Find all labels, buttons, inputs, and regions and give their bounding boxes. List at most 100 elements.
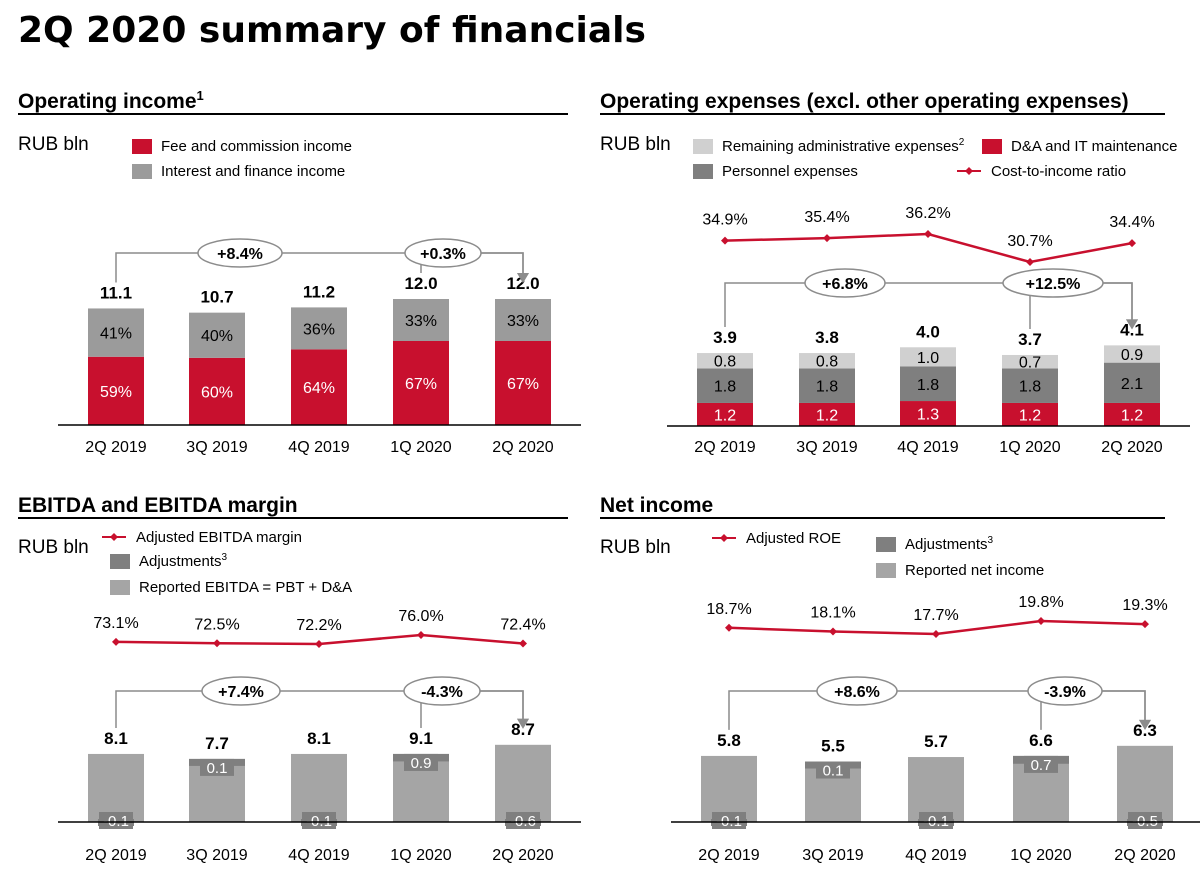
net-income-line-point bbox=[829, 627, 837, 636]
net-income-legend-label: Adjustments3 bbox=[905, 535, 994, 553]
operating-expenses-growth-arrow bbox=[1126, 319, 1138, 330]
ebitda-growth-arrow bbox=[517, 718, 529, 729]
net-income-chart: Net income RUB bln Adjustments3 Reported ne… bbox=[600, 494, 1200, 864]
net-income-adj-label: 0.7 bbox=[1031, 757, 1052, 774]
net-income-line-point bbox=[1037, 617, 1045, 625]
net-income-adj-label-bg bbox=[816, 761, 850, 779]
ebitda-line-label: 72.2% bbox=[296, 617, 341, 634]
net-income-title: Net income bbox=[600, 494, 713, 517]
operating-expenses-bar-segment bbox=[1002, 368, 1058, 403]
operating-income-bar-segment bbox=[393, 299, 449, 341]
ebitda-unit: RUB bln bbox=[18, 537, 89, 558]
net-income-growth-badge bbox=[1027, 676, 1103, 706]
net-income-line-point bbox=[1141, 620, 1149, 629]
net-income-adj-label-bg bbox=[919, 812, 953, 829]
net-income-adj-label: 0.1 bbox=[823, 763, 844, 780]
net-income-line-label: 18.1% bbox=[810, 605, 855, 622]
operating-expenses-line-point bbox=[1026, 258, 1034, 266]
operating-expenses-total-label: 4.0 bbox=[916, 322, 940, 341]
operating-expenses-bar-segment bbox=[1104, 402, 1160, 426]
ebitda-bar-reported bbox=[88, 753, 144, 822]
operating-expenses-legend-label: Remaining administrative expenses2 bbox=[722, 137, 965, 155]
ebitda-growth-badge bbox=[403, 676, 481, 706]
net-income-bar-reported bbox=[908, 757, 964, 822]
ebitda-adj-label: 0.1 bbox=[207, 760, 228, 777]
net-income-bar-reported bbox=[701, 755, 757, 822]
operating-income-bar-label: 59% bbox=[100, 384, 132, 401]
operating-expenses-growth-badge bbox=[1002, 268, 1104, 298]
ebitda-line-legend-label: Adjusted EBITDA margin bbox=[136, 529, 302, 546]
ebitda-total-label: 8.1 bbox=[307, 729, 331, 748]
operating-expenses-total-label: 3.7 bbox=[1018, 330, 1042, 349]
operating-income-bar-label: 36% bbox=[303, 321, 335, 338]
operating-expenses-legend-label: D&A and IT maintenance bbox=[1011, 138, 1178, 155]
operating-income-category-label: 3Q 2019 bbox=[186, 439, 247, 456]
net-income-category-label: 3Q 2019 bbox=[802, 847, 863, 864]
operating-income-total-label: 11.1 bbox=[100, 283, 132, 302]
operating-expenses-category-label: 4Q 2019 bbox=[897, 439, 958, 456]
operating-expenses-line-point bbox=[823, 234, 831, 243]
net-income-total-label: 5.8 bbox=[717, 731, 741, 750]
operating-expenses-line-label: 34.4% bbox=[1109, 214, 1154, 231]
operating-expenses-bar-segment bbox=[697, 353, 753, 369]
operating-expenses-bar-label: 1.8 bbox=[816, 379, 838, 396]
operating-expenses-bar-label: 0.8 bbox=[816, 354, 838, 371]
net-income-line-legend-marker bbox=[720, 534, 728, 542]
operating-income-bar-label: 33% bbox=[405, 313, 437, 330]
ebitda-growth-label: -4.3% bbox=[421, 684, 463, 701]
net-income-unit: RUB bln bbox=[600, 537, 671, 558]
operating-expenses-bar-label: 0.8 bbox=[714, 354, 736, 371]
operating-expenses-line-point bbox=[721, 236, 729, 245]
operating-expenses-line-label: 35.4% bbox=[804, 209, 849, 226]
net-income-line-label: 19.3% bbox=[1122, 597, 1167, 614]
ebitda-growth-badge bbox=[201, 676, 281, 706]
net-income-line-point bbox=[932, 630, 940, 638]
net-income-adj-label-bg bbox=[1128, 812, 1162, 829]
operating-income-category-label: 1Q 2020 bbox=[390, 439, 451, 456]
operating-expenses-total-label: 4.1 bbox=[1120, 320, 1144, 339]
operating-income-total-label: 11.2 bbox=[303, 282, 335, 301]
operating-income-growth-arrow bbox=[517, 273, 529, 283]
net-income-total-label: 5.5 bbox=[821, 737, 845, 756]
operating-income-category-label: 2Q 2019 bbox=[85, 439, 146, 456]
operating-expenses-title: Operating expenses (excl. other operatin… bbox=[600, 90, 1129, 113]
ebitda-category-label: 4Q 2019 bbox=[288, 847, 349, 864]
net-income-adj-label-bg bbox=[1024, 755, 1058, 773]
operating-expenses-line-series bbox=[724, 232, 1133, 264]
operating-expenses-bar-segment bbox=[697, 402, 753, 426]
operating-expenses-category-label: 2Q 2019 bbox=[694, 439, 755, 456]
ebitda-line-point bbox=[112, 637, 120, 646]
operating-expenses-bar-segment bbox=[799, 368, 855, 403]
ebitda-legend-label: Adjustments3 bbox=[139, 552, 228, 570]
operating-income-bar-segment bbox=[88, 356, 144, 425]
operating-expenses-bar-label: 1.8 bbox=[917, 377, 939, 394]
ebitda-legend-swatch bbox=[110, 554, 130, 569]
ebitda-line-label: 76.0% bbox=[398, 608, 443, 625]
operating-income-category-label: 4Q 2019 bbox=[288, 439, 349, 456]
operating-expenses-bar-segment bbox=[1104, 345, 1160, 363]
operating-expenses-category-label: 1Q 2020 bbox=[999, 439, 1060, 456]
ebitda-total-label: 8.1 bbox=[104, 729, 128, 748]
operating-income-bar-label: 33% bbox=[507, 313, 539, 330]
operating-expenses-bar-segment bbox=[1002, 402, 1058, 426]
ebitda-legend-label: Reported EBITDA = PBT + D&A bbox=[139, 579, 352, 596]
operating-expenses-bar-segment bbox=[697, 368, 753, 403]
operating-expenses-category-label: 2Q 2020 bbox=[1101, 439, 1162, 456]
operating-expenses-line-label: 36.2% bbox=[905, 205, 950, 222]
operating-income-legend-label: Interest and finance income bbox=[161, 163, 345, 180]
operating-income-legend-label: Fee and commission income bbox=[161, 138, 352, 155]
operating-income-growth-label: +8.4% bbox=[217, 246, 263, 263]
operating-expenses-line-point bbox=[924, 230, 932, 238]
net-income-total-label: 6.6 bbox=[1029, 731, 1053, 750]
ebitda-category-label: 2Q 2020 bbox=[492, 847, 553, 864]
operating-expenses-line-legend-label: Cost-to-income ratio bbox=[991, 163, 1126, 180]
ebitda-legend-swatch bbox=[110, 580, 130, 595]
operating-expenses-chart: Operating expenses (excl. other operatin… bbox=[600, 90, 1190, 456]
ebitda-total-label: 7.7 bbox=[205, 734, 229, 753]
operating-expenses-bar-segment bbox=[799, 402, 855, 426]
operating-income-growth-badge bbox=[197, 238, 283, 268]
operating-expenses-growth-label: +6.8% bbox=[822, 276, 868, 293]
operating-income-bar-segment bbox=[495, 341, 551, 425]
operating-income-bar-label: 40% bbox=[201, 328, 233, 345]
net-income-total-label: 5.7 bbox=[924, 732, 948, 751]
